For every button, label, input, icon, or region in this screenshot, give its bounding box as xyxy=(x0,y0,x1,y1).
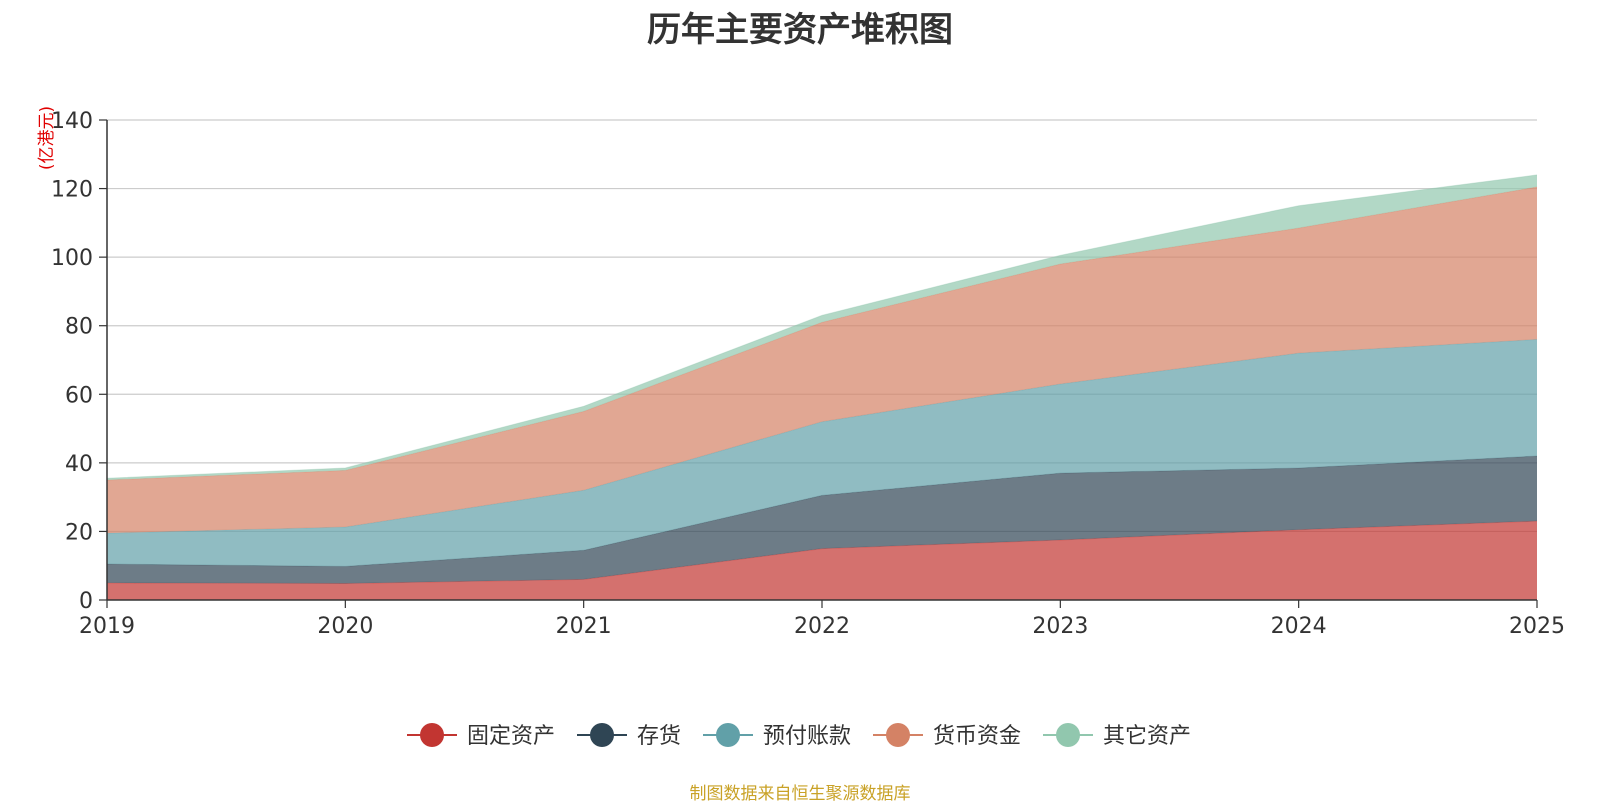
y-tick-label: 40 xyxy=(65,452,93,477)
legend-label: 预付账款 xyxy=(763,724,851,749)
area-edge-4 xyxy=(106,174,1538,479)
stacked-areas xyxy=(106,174,1538,600)
chart-title: 历年主要资产堆积图 xyxy=(647,10,953,50)
legend-label: 货币资金 xyxy=(933,724,1021,749)
area-series-1 xyxy=(107,456,1537,584)
y-tick-label: 60 xyxy=(65,383,93,408)
x-tick-label: 2023 xyxy=(1032,614,1088,639)
y-tick-label: 120 xyxy=(51,178,93,203)
area-series-0 xyxy=(107,521,1537,600)
legend-marker xyxy=(590,723,614,747)
legend-label: 存货 xyxy=(637,724,681,749)
x-tick-label: 2025 xyxy=(1509,614,1565,639)
y-ticks: 0 20 40 60 80 100 120 140 xyxy=(51,109,107,614)
x-tick-label: 2021 xyxy=(556,614,612,639)
x-ticks: 2019 2020 2021 2022 2023 2024 2025 xyxy=(79,600,1565,639)
y-axis-unit-label: (亿港元) xyxy=(37,106,57,170)
area-series-2 xyxy=(107,339,1537,567)
x-tick-label: 2019 xyxy=(79,614,135,639)
x-tick-label: 2022 xyxy=(794,614,850,639)
legend-item-0[interactable]: 固定资产 xyxy=(407,723,555,749)
source-note: 制图数据来自恒生聚源数据库 xyxy=(689,784,911,804)
legend-marker xyxy=(420,723,444,747)
legend-item-4[interactable]: 其它资产 xyxy=(1043,723,1191,749)
area-series-4 xyxy=(107,174,1537,480)
y-tick-label: 20 xyxy=(65,520,93,545)
area-series-3 xyxy=(107,186,1537,534)
legend-label: 其它资产 xyxy=(1103,724,1191,749)
legend-item-1[interactable]: 存货 xyxy=(577,723,681,749)
legend: 固定资产 存货 预付账款 货币资金 其它资产 xyxy=(407,723,1191,749)
legend-marker xyxy=(716,723,740,747)
y-tick-label: 140 xyxy=(51,109,93,134)
legend-item-2[interactable]: 预付账款 xyxy=(703,723,851,749)
legend-item-3[interactable]: 货币资金 xyxy=(873,723,1021,749)
y-tick-label: 100 xyxy=(51,246,93,271)
legend-label: 固定资产 xyxy=(467,724,555,749)
y-tick-label: 0 xyxy=(79,589,93,614)
x-tick-label: 2020 xyxy=(317,614,373,639)
y-tick-label: 80 xyxy=(65,315,93,340)
legend-marker xyxy=(1056,723,1080,747)
x-tick-label: 2024 xyxy=(1271,614,1327,639)
legend-marker xyxy=(886,723,910,747)
